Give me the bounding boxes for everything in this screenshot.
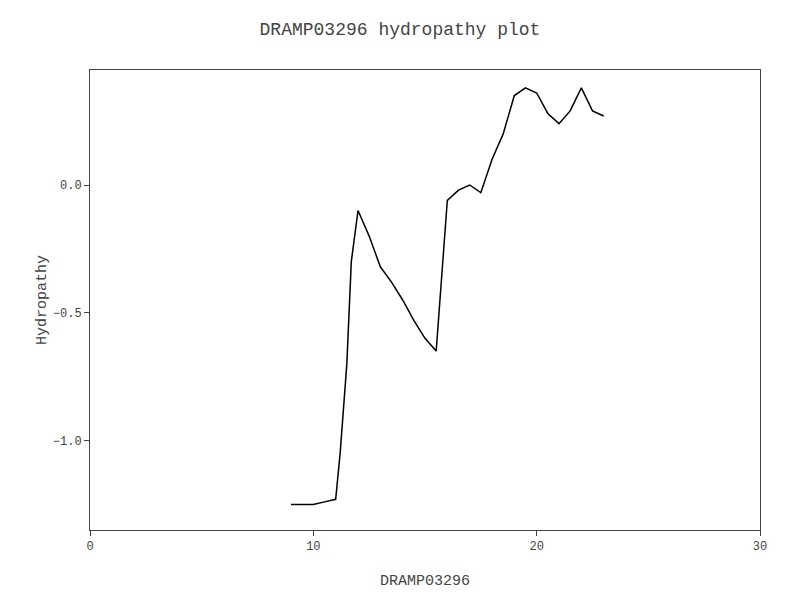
- svg-text:0: 0: [86, 540, 93, 554]
- svg-text:Hydropathy: Hydropathy: [34, 255, 51, 345]
- svg-text:DRAMP03296 hydropathy plot: DRAMP03296 hydropathy plot: [260, 20, 541, 40]
- svg-text:20: 20: [529, 540, 543, 554]
- svg-text:−1.0: −1.0: [53, 435, 82, 449]
- svg-text:10: 10: [306, 540, 320, 554]
- svg-text:0.0: 0.0: [60, 179, 82, 193]
- svg-text:−0.5: −0.5: [53, 307, 82, 321]
- svg-text:DRAMP03296: DRAMP03296: [380, 573, 470, 590]
- svg-text:30: 30: [753, 540, 767, 554]
